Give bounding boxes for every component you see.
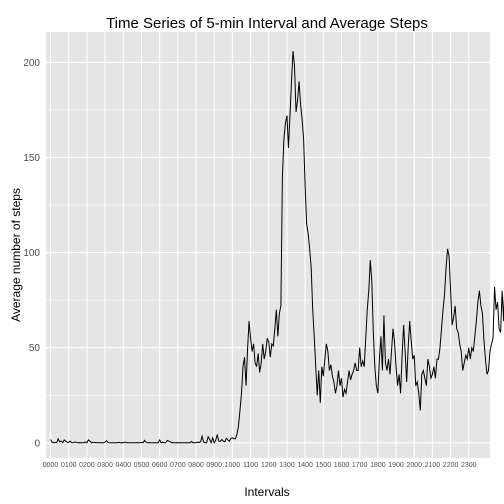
x-tick-label: 0300 [97,462,113,469]
x-tick-label: 0900 [206,462,222,469]
y-axis-tick-labels: 0 50 100 150 200 [23,58,40,449]
x-axis-title: Intervals [244,485,289,499]
x-tick-label: 0000 [43,462,59,469]
y-tick-label: 0 [34,438,40,449]
x-tick-label: 2000 [406,462,422,469]
y-tick-label: 200 [23,58,40,69]
minor-gridlines [46,109,490,396]
x-tick-label: 0500 [134,462,150,469]
major-gridlines [46,32,490,458]
y-axis-title: Average number of steps [9,188,23,322]
x-tick-label: 0600 [152,462,168,469]
x-tick-label: 1900 [388,462,404,469]
x-tick-label: 1100 [243,462,258,469]
x-tick-label: 1400 [297,462,313,469]
chart-title: Time Series of 5-min Interval and Averag… [106,15,428,32]
x-tick-label: 0400 [115,462,131,469]
x-tick-label: 0700 [170,462,186,469]
x-tick-label: 1500 [316,462,332,469]
y-tick-label: 100 [23,248,40,259]
x-tick-label: 0100 [61,462,77,469]
x-tick-label: 2300 [461,462,477,469]
average-steps-line [50,50,504,445]
y-tick-label: 150 [23,153,40,164]
x-tick-label: 0200 [79,462,95,469]
x-tick-label: 1000 [225,462,241,469]
x-tick-label: 1800 [370,462,386,469]
x-tick-label: 1200 [261,462,277,469]
x-tick-label: 0800 [188,462,204,469]
plot-panel [46,32,490,458]
x-axis-tick-labels: 0000 0100 0200 0300 0400 0500 0600 0700 0800 0900… [43,462,477,469]
x-tick-label: 1700 [352,462,368,469]
x-tick-label: 1300 [279,462,295,469]
x-tick-label: 1600 [334,462,350,469]
x-tick-label: 2200 [443,462,459,469]
x-tick-label: 2100 [425,462,441,469]
y-tick-label: 50 [29,343,41,354]
